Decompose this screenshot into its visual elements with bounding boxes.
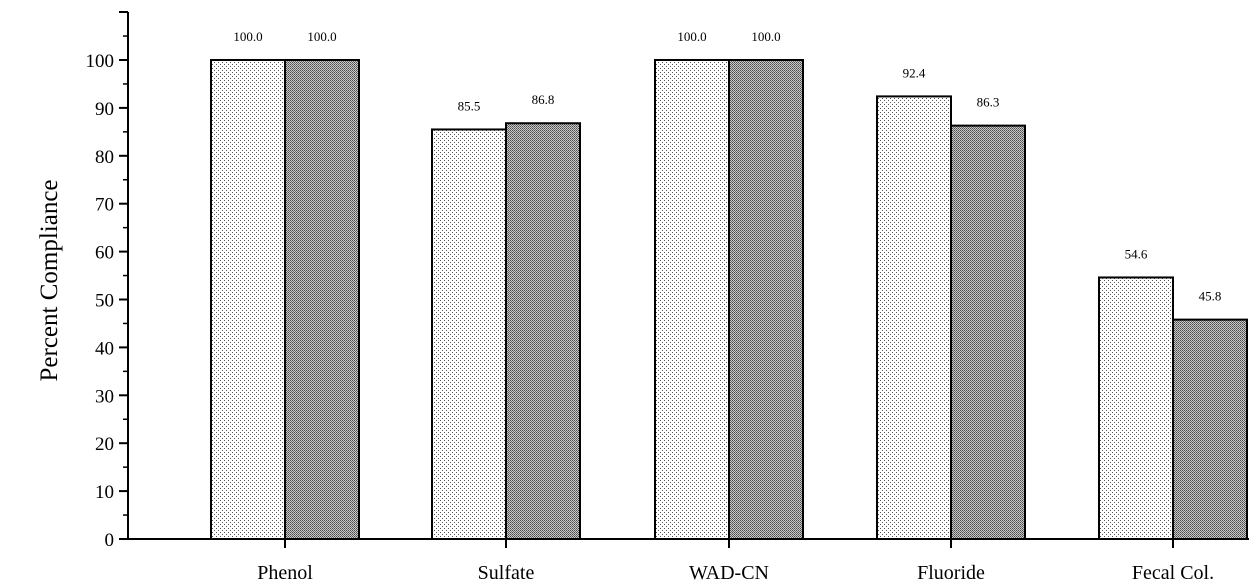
- y-tick-label: 90: [95, 99, 114, 120]
- bar-wad-cn-series-1: [654, 59, 730, 540]
- y-tick-label: 80: [95, 147, 114, 168]
- y-tick-label: 70: [95, 195, 114, 216]
- y-axis-title: Percent Compliance: [36, 179, 63, 381]
- bar-fluoride-series-1: [876, 95, 952, 541]
- data-label: 45.8: [1199, 289, 1222, 304]
- y-axis-ticks: 0 10 20 30 40 50 60 70 80 90 100: [86, 11, 128, 551]
- data-label: 86.3: [977, 95, 1000, 110]
- category-label: Phenol: [257, 562, 313, 584]
- data-label: 86.8: [532, 92, 555, 107]
- data-label: 100.0: [233, 29, 262, 44]
- bar-sulfate-series-1: [431, 128, 507, 541]
- data-label: 100.0: [677, 29, 706, 44]
- bar-phenol-series-2: [284, 59, 360, 540]
- category-label: Fecal Col.: [1132, 562, 1214, 584]
- bar-phenol-series-1: [210, 59, 286, 540]
- category-label: Sulfate: [478, 562, 535, 584]
- category-label: Fluoride: [917, 562, 985, 584]
- category-label: WAD-CN: [689, 562, 769, 584]
- data-label: 100.0: [307, 29, 336, 44]
- category-labels: Phenol Sulfate WAD-CN Fluoride Fecal Col.: [257, 539, 1214, 584]
- bar-fluoride-series-2: [950, 124, 1026, 541]
- bar-wad-cn-series-2: [728, 59, 804, 540]
- y-tick-label: 0: [105, 530, 115, 551]
- data-label: 92.4: [903, 65, 926, 80]
- y-tick-label: 100: [86, 51, 115, 72]
- bars: [210, 59, 1248, 541]
- y-tick-label: 20: [95, 434, 114, 455]
- bar-sulfate-series-2: [505, 122, 581, 540]
- data-label: 54.6: [1125, 246, 1148, 261]
- y-tick-label: 50: [95, 291, 114, 312]
- data-labels: 100.0 100.0 85.5 86.8 100.0 100.0 92.4 86.3 54.6…: [233, 29, 1221, 304]
- y-tick-label: 30: [95, 386, 114, 407]
- y-tick-label: 60: [95, 243, 114, 264]
- y-tick-label: 10: [95, 482, 114, 503]
- bar-fecal-col-series-1: [1098, 276, 1174, 540]
- bar-fecal-col-series-2: [1172, 318, 1248, 541]
- data-label: 85.5: [458, 98, 481, 113]
- y-tick-label: 40: [95, 338, 114, 359]
- data-label: 100.0: [751, 29, 780, 44]
